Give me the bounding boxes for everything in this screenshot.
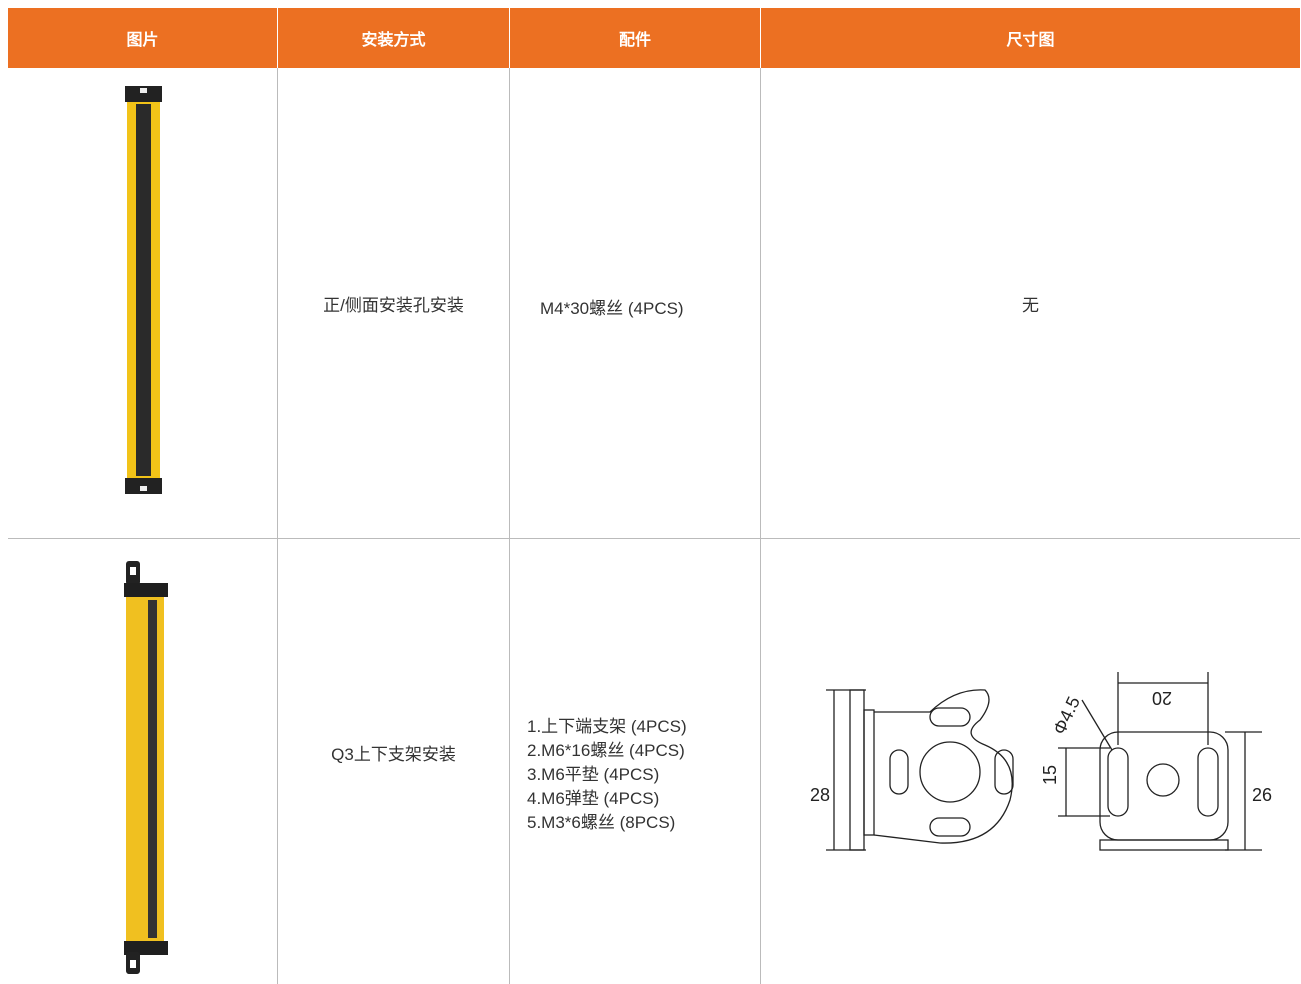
accessory: 4.M6弹垫 (4PCS) [527,789,660,808]
header-cell: 配件 [510,8,760,68]
dimension-label: Φ4.5 [1049,693,1084,737]
product-image [124,561,168,974]
header-cell: 尺寸图 [761,8,1300,68]
method: Q3上下支架安装 [331,745,456,764]
dimension: 无 [1022,295,1039,315]
dimension-drawing [826,672,1262,851]
accessory: 1.上下端支架 (4PCS) [527,717,687,736]
divider [8,538,1300,539]
accessories: M4*30螺丝 (4PCS) [540,297,684,321]
divider [277,68,278,984]
header-cell: 安装方式 [278,8,509,68]
divider [760,68,761,984]
header-cell: 图片 [8,8,277,68]
dimension-label: 15 [1040,765,1060,785]
method: 正/侧面安装孔安装 [323,295,464,315]
accessory: M4*30螺丝 (4PCS) [540,299,684,318]
divider [509,68,510,984]
accessory: 5.M3*6螺丝 (8PCS) [527,813,676,832]
accessories: 1.上下端支架 (4PCS) 2.M6*16螺丝 (4PCS) 3.M6平垫 (4P… [527,715,687,835]
accessory: 3.M6平垫 (4PCS) [527,765,660,784]
dimension-label: 26 [1252,785,1272,805]
product-image [125,86,162,494]
accessory: 2.M6*16螺丝 (4PCS) [527,741,685,760]
dimension-label: 28 [810,785,830,805]
dimension-label: 20 [1152,688,1172,708]
